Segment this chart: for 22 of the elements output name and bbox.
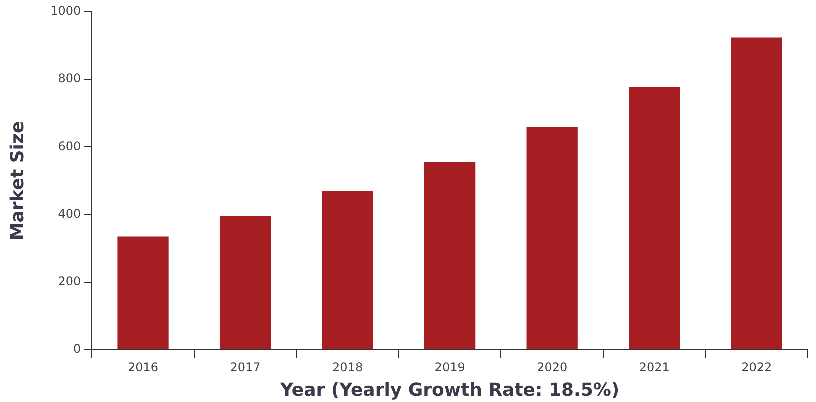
- bar: [118, 236, 169, 350]
- bar: [424, 162, 476, 350]
- y-tick-label: 1000: [50, 4, 82, 18]
- y-tick-label: 400: [58, 206, 82, 221]
- y-tick-label: 0: [74, 342, 82, 356]
- y-axis-title: Market Size: [7, 121, 28, 241]
- bar: [629, 87, 680, 350]
- x-tick-label: 2019: [434, 360, 466, 374]
- x-axis-title: Year (Yearly Growth Rate: 18.5%): [279, 380, 620, 401]
- y-tick-label: 200: [58, 274, 82, 289]
- x-tick-label: 2022: [742, 360, 772, 374]
- x-tick-label: 2021: [639, 360, 670, 374]
- bar: [220, 216, 272, 350]
- x-tick-label: 2018: [332, 360, 364, 374]
- x-tick-label: 2017: [230, 360, 261, 374]
- bar: [526, 127, 578, 350]
- x-tick-label: 2016: [128, 360, 159, 374]
- x-tick-label: 2020: [537, 360, 568, 374]
- bar: [322, 191, 374, 350]
- bar: [731, 38, 782, 350]
- y-tick-label: 800: [58, 72, 82, 86]
- y-tick-label: 600: [58, 139, 82, 154]
